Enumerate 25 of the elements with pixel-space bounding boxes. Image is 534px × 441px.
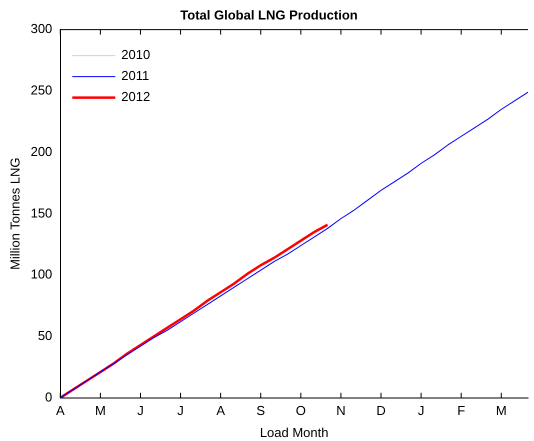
y-tick-label: 200 [30, 144, 52, 159]
x-tick-label: A [216, 403, 226, 418]
y-tick-label: 250 [30, 82, 52, 98]
x-tick-label: J [177, 403, 184, 418]
x-tick-label: M [496, 403, 507, 418]
x-tick-label: J [137, 403, 144, 418]
x-axis-title: Load Month [260, 424, 328, 440]
x-tick-label: D [376, 403, 386, 418]
legend-label: 2010 [121, 47, 150, 62]
legend-label: 2011 [121, 68, 150, 84]
x-tick-label: O [296, 403, 306, 418]
y-tick-label: 300 [30, 21, 52, 36]
x-tick-label: A [56, 403, 65, 418]
x-tick-label: N [336, 403, 346, 418]
chart-title: Total Global LNG Production [180, 7, 358, 22]
y-tick-label: 100 [30, 266, 52, 282]
y-axis-title: Million Tonnes LNG [7, 157, 22, 270]
y-tick-label: 150 [30, 205, 52, 220]
y-tick-label: 0 [45, 389, 52, 404]
x-tick-label: M [94, 403, 106, 418]
x-tick-label: S [256, 403, 266, 418]
y-tick-label: 50 [38, 328, 52, 344]
x-tick-label: F [457, 403, 466, 418]
x-tick-label: J [418, 403, 424, 418]
legend-label: 2012 [121, 89, 150, 104]
